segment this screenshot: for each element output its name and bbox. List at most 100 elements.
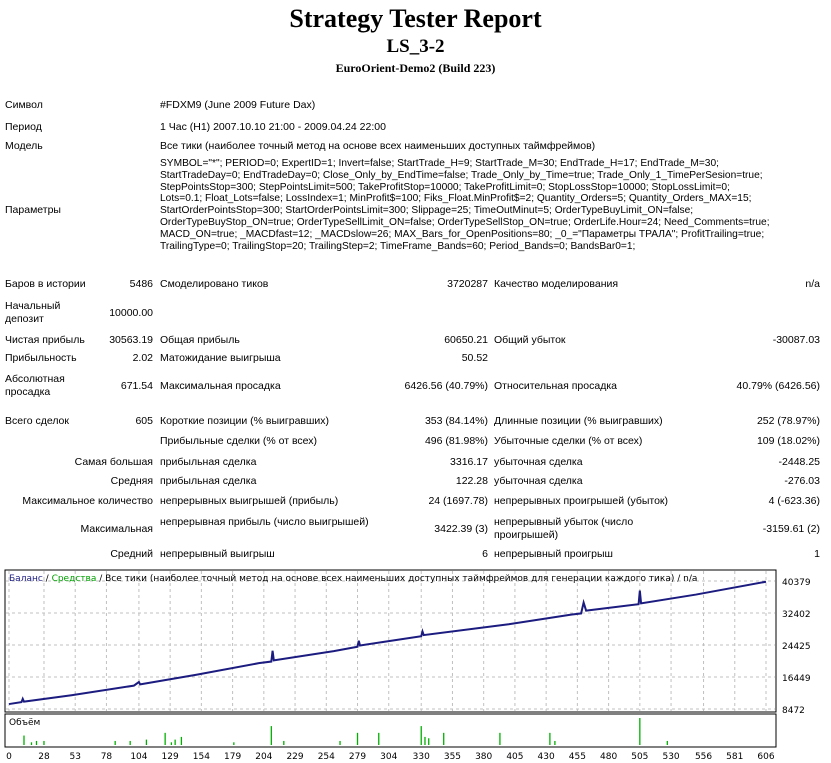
value: -2448.25 xyxy=(778,456,820,468)
label: Максимальная xyxy=(80,523,153,535)
label: непрерывный проигрыш xyxy=(494,548,613,560)
label: прибыльная сделка xyxy=(160,456,257,468)
label: Максимальное количество xyxy=(22,495,153,507)
value: n/a xyxy=(805,278,820,290)
label: непрерывный убыток (число проигрышей) xyxy=(494,516,634,541)
x-tick-label: 505 xyxy=(631,752,648,762)
label: непрерывных проигрышей (убыток) xyxy=(494,495,669,507)
label: Средний xyxy=(110,548,153,560)
x-tick-label: 0 xyxy=(6,752,12,762)
label: Короткие позиции (% выигравших) xyxy=(160,415,330,427)
label: Убыточные сделки (% от всех) xyxy=(494,435,643,447)
value: #FDXM9 (June 2009 Future Dax) xyxy=(160,99,316,111)
y-tick-label: 24425 xyxy=(782,642,811,652)
legend-balance: Баланс xyxy=(9,574,43,584)
label: Общий убыток xyxy=(494,334,566,346)
x-tick-label: 581 xyxy=(726,752,743,762)
label: Прибыльные сделки (% от всех) xyxy=(160,435,318,447)
x-tick-label: 129 xyxy=(162,752,179,762)
x-tick-label: 606 xyxy=(757,752,774,762)
label: убыточная сделка xyxy=(494,475,583,487)
x-tick-label: 530 xyxy=(662,752,679,762)
label: Самая большая xyxy=(74,456,153,468)
label: непрерывных выигрышей (прибыль) xyxy=(160,495,339,507)
label: Чистая прибыль xyxy=(5,334,85,346)
param-line: StartTradeDay=0; EndTradeDay=0; Close_On… xyxy=(160,169,763,181)
x-tick-label: 455 xyxy=(569,752,586,762)
x-tick-label: 556 xyxy=(695,752,712,762)
value: 24 (1697.78) xyxy=(428,495,488,507)
value: -30087.03 xyxy=(772,334,820,346)
y-tick-label: 16449 xyxy=(782,674,811,684)
label: Качество моделирования xyxy=(494,278,619,290)
label: Длинные позиции (% выигравших) xyxy=(494,415,663,427)
label: Прибыльность xyxy=(5,352,77,364)
label: непрерывный выигрыш xyxy=(160,548,275,560)
value: 6 xyxy=(482,548,488,560)
label: Относительная просадка xyxy=(494,380,617,392)
label: Смоделировано тиков xyxy=(160,278,269,290)
x-tick-label: 179 xyxy=(224,752,241,762)
value: -3159.61 (2) xyxy=(762,523,820,535)
x-tick-label: 380 xyxy=(475,752,492,762)
report-title: Strategy Tester Report xyxy=(289,4,542,33)
x-tick-label: 104 xyxy=(130,752,147,762)
params-text: SYMBOL="*"; PERIOD=0; ExpertID=1; Invert… xyxy=(160,158,770,252)
y-tick-label: 32402 xyxy=(782,610,811,620)
x-tick-label: 28 xyxy=(38,752,50,762)
legend-equity: Средства xyxy=(52,574,97,584)
volume-panel xyxy=(4,713,777,748)
value: 109 (18.02%) xyxy=(756,435,820,447)
value: 1 xyxy=(814,548,820,560)
x-tick-label: 355 xyxy=(444,752,461,762)
param-line: Lots=0.1; Float_Lots=false; LossIndex=1;… xyxy=(160,193,752,205)
x-tick-label: 204 xyxy=(255,752,272,762)
label: Начальный депозит xyxy=(5,300,61,325)
value: 60650.21 xyxy=(444,334,488,346)
label: прибыльная сделка xyxy=(160,475,257,487)
param-line: OrderTypeBuyStop_ON=true; OrderTypeSellL… xyxy=(160,216,770,228)
value: 6426.56 (40.79%) xyxy=(404,380,488,392)
label: Общая прибыль xyxy=(160,334,240,346)
volume-label: Объём xyxy=(9,718,40,728)
value: Все тики (наиболее точный метод на основ… xyxy=(160,140,596,152)
x-tick-label: 78 xyxy=(101,752,113,762)
x-tick-label: 53 xyxy=(69,752,80,762)
value: 10000.00 xyxy=(109,307,153,319)
param-line: TrailingType=0; TrailingStop=20; Trailin… xyxy=(160,240,636,252)
label: убыточная сделка xyxy=(494,456,583,468)
x-tick-label: 405 xyxy=(506,752,523,762)
label: непрерывная прибыль (число выигрышей) xyxy=(160,516,369,528)
x-tick-label: 154 xyxy=(193,752,210,762)
legend-model: / Все тики (наиболее точный метод на осн… xyxy=(99,574,697,584)
y-tick-label: 8472 xyxy=(782,706,805,716)
x-tick-label: 330 xyxy=(413,752,430,762)
label: Модель xyxy=(5,140,43,152)
x-tick-label: 279 xyxy=(349,752,366,762)
param-line: SYMBOL="*"; PERIOD=0; ExpertID=1; Invert… xyxy=(160,158,719,169)
value: 3316.17 xyxy=(450,456,488,468)
label: Символ xyxy=(5,99,43,111)
label: Матожидание выигрыша xyxy=(160,352,281,364)
value: 605 xyxy=(135,415,153,427)
label: Всего сделок xyxy=(5,415,69,427)
server-name: EuroOrient-Demo2 (Build 223) xyxy=(335,61,496,75)
expert-name: LS_3-2 xyxy=(386,36,445,57)
value: 5486 xyxy=(129,278,153,290)
balance-line xyxy=(8,580,767,706)
value: 40.79% (6426.56) xyxy=(736,380,820,392)
x-tick-label: 229 xyxy=(286,752,303,762)
value: 122.28 xyxy=(455,475,488,487)
x-tick-label: 480 xyxy=(600,752,617,762)
value: 50.52 xyxy=(461,352,488,364)
chart-legend: Баланс / Средства / Все тики (наиболее т… xyxy=(9,574,697,584)
y-tick-label: 40379 xyxy=(782,578,811,588)
x-tick-label: 430 xyxy=(538,752,555,762)
label: Параметры xyxy=(5,204,61,216)
label: Средняя xyxy=(110,475,153,487)
value: 671.54 xyxy=(120,380,153,392)
value: -276.03 xyxy=(784,475,820,487)
value: 252 (78.97%) xyxy=(756,415,820,427)
param-line: MACD_ON=true; _MACDfast=12; _MACDslow=26… xyxy=(160,228,765,240)
